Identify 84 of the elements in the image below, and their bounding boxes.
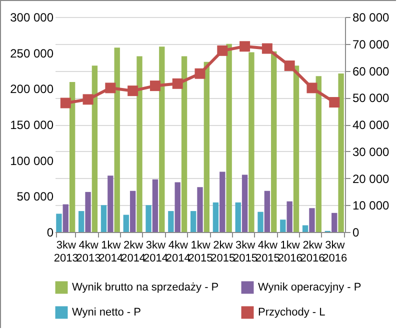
y-tick-label: 50 000 [16, 190, 54, 204]
y2-tick-label: 50 000 [352, 91, 390, 106]
y-tick-label: 0 [46, 226, 54, 240]
x-tick-label: 1kw 2016 [278, 240, 302, 264]
x-tick-label: 2kw 2014 [121, 240, 146, 264]
point [105, 82, 116, 94]
legend-label: Wynik operacyjny - P [258, 282, 362, 294]
point [60, 98, 71, 108]
x-tick-label: 4kw 2014 [166, 240, 190, 264]
bar [108, 176, 114, 232]
bar [271, 51, 277, 232]
point [217, 45, 228, 56]
bar [302, 225, 308, 232]
point [150, 80, 160, 92]
bar [248, 52, 254, 232]
bar [114, 48, 120, 232]
bar [293, 66, 300, 232]
x-tick-label: 1kw 2014 [98, 240, 124, 264]
x-tick-label: 1kw 2015 [188, 240, 213, 264]
x-tick-label: 3kw 2013 [54, 240, 78, 264]
bar [56, 214, 62, 232]
bar [264, 190, 270, 232]
bar [168, 211, 174, 232]
y-tick-label: 200 000 [10, 82, 54, 96]
x-tick-label: 4kw 2013 [76, 240, 101, 264]
point [284, 60, 295, 71]
point [240, 41, 250, 52]
y-tick-label: 300 000 [10, 10, 54, 24]
bar [78, 211, 84, 232]
y2-tick-label: 60 000 [352, 64, 390, 78]
bar [190, 211, 196, 232]
y2-tick-label: 0 [352, 226, 360, 240]
point [82, 94, 94, 105]
bar [242, 174, 248, 232]
bar [258, 212, 264, 232]
y2-tick-label: 80 000 [352, 10, 390, 24]
bar [280, 220, 286, 232]
x-tick-label: 3kw 2014 [143, 240, 168, 264]
bar [332, 212, 338, 232]
point [172, 78, 183, 89]
bar [226, 44, 232, 232]
point [329, 97, 340, 108]
legend-label: Przychody - L [258, 306, 326, 318]
bar [159, 46, 165, 232]
bar [197, 187, 203, 232]
y2-tick-label: 20 000 [352, 172, 390, 186]
bar [309, 208, 315, 232]
y2-tick-label: 40 000 [352, 118, 390, 132]
legend-label: Wynik brutto na sprzedaży - P [72, 282, 219, 294]
bar [100, 205, 107, 232]
y-tick-label: 150 000 [10, 118, 54, 132]
bar [316, 76, 322, 232]
x-tick-label: 2kw 2015 [210, 240, 236, 264]
bar [286, 201, 292, 232]
bar [123, 214, 129, 232]
point [128, 86, 138, 96]
point [306, 82, 318, 94]
bar [62, 204, 68, 232]
bar [136, 56, 142, 232]
bar [181, 56, 188, 232]
bar [204, 62, 210, 232]
bar [338, 73, 344, 232]
bar [69, 82, 76, 232]
point [262, 43, 272, 54]
bar [220, 172, 226, 232]
x-tick-label: 3kw 2016 [322, 240, 348, 264]
bar [130, 190, 136, 232]
y2-tick-label: 70 000 [352, 37, 390, 52]
point [194, 68, 206, 79]
legend-label: Wyni netto - P [72, 306, 141, 318]
y2-tick-label: 10 000 [352, 198, 390, 213]
bar [235, 202, 241, 232]
x-tick-label: 4kw 2015 [255, 240, 280, 264]
y2-tick-label: 30 000 [352, 144, 390, 159]
y-tick-label: 100 000 [10, 154, 54, 168]
x-tick-label: 2kw 2016 [300, 240, 325, 264]
bar [152, 179, 158, 232]
bar [212, 202, 219, 232]
bar [174, 182, 180, 232]
bar [85, 192, 91, 232]
bar [146, 205, 152, 232]
y-tick-label: 250 000 [10, 46, 54, 60]
bar [92, 66, 98, 232]
x-tick-label: 3kw 2015 [233, 240, 258, 264]
